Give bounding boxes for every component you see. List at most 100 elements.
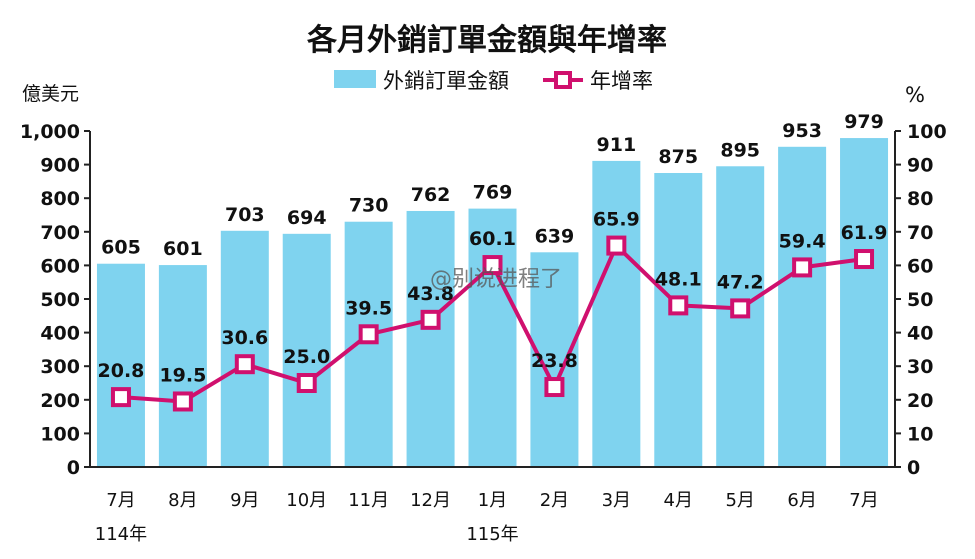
bar-value-label: 694 bbox=[287, 207, 327, 229]
y-left-tick-label: 200 bbox=[40, 390, 80, 412]
bar-value-label: 730 bbox=[349, 195, 389, 217]
bar-value-label: 979 bbox=[844, 111, 884, 133]
bar-value-label: 911 bbox=[597, 134, 637, 156]
bar-value-label: 875 bbox=[658, 146, 698, 168]
line-point bbox=[792, 257, 813, 278]
year-label: 114年 bbox=[95, 524, 147, 545]
line-value-label: 23.8 bbox=[531, 350, 578, 372]
line-value-label: 47.2 bbox=[717, 271, 764, 293]
x-tick-label: 12月 bbox=[410, 490, 451, 511]
year-label: 115年 bbox=[466, 524, 518, 545]
bar-value-label: 762 bbox=[411, 184, 451, 206]
bar-value-label: 605 bbox=[101, 237, 141, 259]
x-tick-label: 10月 bbox=[286, 490, 327, 511]
y-right-tick-label: 0 bbox=[907, 457, 920, 479]
line-point bbox=[296, 373, 317, 393]
y-right-tick-label: 40 bbox=[907, 323, 933, 345]
y-right-tick-label: 10 bbox=[907, 423, 933, 445]
y-right-tick-label: 100 bbox=[907, 121, 947, 143]
y-right-unit: % bbox=[905, 83, 925, 107]
x-tick-label: 8月 bbox=[168, 490, 197, 511]
legend-bar-label: 外銷訂單金額 bbox=[383, 69, 509, 93]
bar-value-label: 639 bbox=[535, 225, 575, 247]
y-right-tick-label: 90 bbox=[907, 155, 933, 177]
line-point bbox=[482, 255, 503, 276]
x-tick-label: 11月 bbox=[348, 490, 389, 511]
y-right-tick-label: 30 bbox=[907, 356, 933, 378]
y-left-tick-label: 800 bbox=[40, 188, 80, 210]
bar bbox=[344, 221, 393, 467]
bar-value-label: 601 bbox=[163, 238, 203, 260]
legend: 外銷訂單金額 年增率 bbox=[334, 69, 653, 93]
legend-line-label: 年增率 bbox=[590, 69, 653, 93]
x-tick-label: 7月 bbox=[849, 490, 878, 511]
y-right-tick-label: 50 bbox=[907, 289, 933, 311]
bar-value-label: 895 bbox=[720, 139, 760, 161]
y-left-tick-label: 600 bbox=[40, 255, 80, 277]
line-value-label: 59.4 bbox=[779, 230, 826, 252]
line-point bbox=[730, 298, 751, 319]
y-right-tick-label: 80 bbox=[907, 188, 933, 210]
x-axis: 7月 8月 9月 10月 11月 12月 1月 2月 3月 4月 5月 6月 7月 114年 115年 bbox=[90, 466, 895, 545]
line-value-label: 43.8 bbox=[407, 283, 454, 305]
y-left-tick-label: 400 bbox=[40, 323, 80, 345]
bars: 605 601 703 694 730 762 769 639 911 875 895 953 979 bbox=[96, 111, 889, 468]
line-value-label: 19.5 bbox=[159, 364, 206, 386]
line-point bbox=[854, 249, 875, 270]
y-left-ticks: 0 100 200 300 400 500 600 700 800 900 1,000 bbox=[20, 121, 91, 479]
x-tick-label: 4月 bbox=[664, 490, 693, 511]
y-right-tick-label: 20 bbox=[907, 390, 933, 412]
y-left-tick-label: 1,000 bbox=[20, 121, 80, 143]
x-tick-label: 9月 bbox=[230, 490, 259, 511]
bar-value-label: 953 bbox=[782, 120, 822, 142]
bar-value-label: 769 bbox=[473, 182, 513, 204]
y-left-tick-label: 900 bbox=[40, 155, 80, 177]
line-value-label: 61.9 bbox=[841, 222, 888, 244]
line-point bbox=[234, 354, 255, 375]
y-right-tick-label: 70 bbox=[907, 222, 933, 244]
bar bbox=[220, 230, 269, 467]
line-point bbox=[110, 387, 131, 408]
x-tick-label: 6月 bbox=[787, 490, 816, 511]
bar-value-label: 703 bbox=[225, 204, 265, 226]
line-value-label: 60.1 bbox=[469, 228, 516, 250]
line-value-label: 48.1 bbox=[655, 268, 702, 290]
line-point bbox=[420, 309, 441, 330]
legend-line-marker bbox=[554, 71, 572, 89]
x-tick-label: 2月 bbox=[540, 490, 569, 511]
line-series: 20.8 19.5 30.6 25.0 39.5 43.8 60.1 23.8 65.9 48.1… bbox=[98, 209, 888, 412]
line-point bbox=[606, 235, 627, 256]
bar bbox=[158, 265, 207, 467]
y-left-unit: 億美元 bbox=[22, 83, 79, 105]
x-tick-label: 1月 bbox=[478, 490, 507, 511]
line-point bbox=[172, 391, 193, 412]
bar bbox=[840, 138, 889, 467]
watermark: @别说进程了 bbox=[430, 267, 562, 292]
line-value-label: 65.9 bbox=[593, 209, 640, 231]
y-left-tick-label: 500 bbox=[40, 289, 80, 311]
line-point bbox=[668, 295, 689, 316]
line-value-label: 39.5 bbox=[345, 297, 392, 319]
bar bbox=[654, 173, 703, 467]
line-value-label: 20.8 bbox=[98, 360, 145, 382]
y-left-tick-label: 700 bbox=[40, 222, 80, 244]
bar bbox=[282, 233, 331, 467]
bar bbox=[592, 160, 641, 468]
bar bbox=[406, 210, 455, 467]
x-tick-label: 7月 bbox=[106, 490, 135, 511]
y-left-tick-label: 300 bbox=[40, 356, 80, 378]
y-right-tick-label: 60 bbox=[907, 255, 933, 277]
y-left-tick-label: 100 bbox=[40, 423, 80, 445]
line-value-label: 25.0 bbox=[283, 346, 330, 368]
y-right-ticks: 0 10 20 30 40 50 60 70 80 90 100 bbox=[894, 121, 947, 479]
legend-bar-swatch bbox=[334, 70, 376, 88]
line-value-label: 30.6 bbox=[221, 327, 268, 349]
line-point bbox=[544, 377, 565, 398]
chart-title: 各月外銷訂單金額與年增率 bbox=[306, 23, 667, 58]
bar bbox=[468, 208, 517, 467]
y-left-tick-label: 0 bbox=[67, 457, 80, 479]
x-tick-label: 3月 bbox=[602, 490, 631, 511]
line-point bbox=[358, 324, 379, 345]
bar bbox=[96, 263, 145, 467]
